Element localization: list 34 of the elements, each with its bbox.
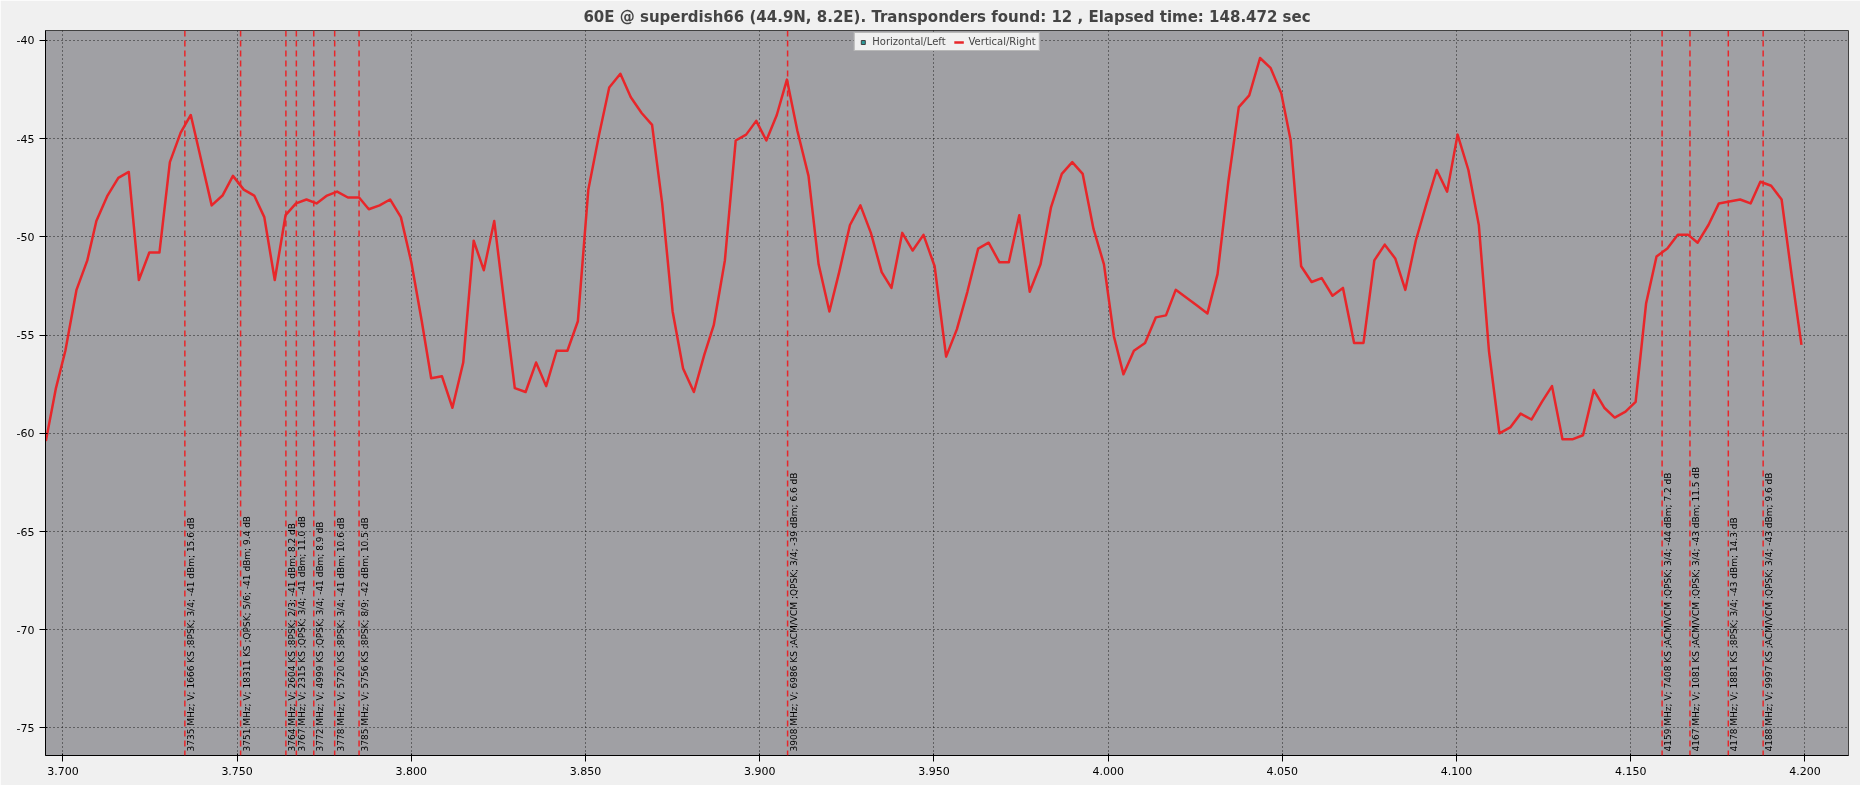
ref-line-label: 4167 MHz; V; 1081 KS ;ACM/VCM ;QPSK; 3/4; -43 dBm; 11.5 dB xyxy=(1690,466,1701,752)
x-tick-label: 4.200 xyxy=(1789,764,1821,778)
x-tick-label: 3.950 xyxy=(918,764,950,778)
y-tick-label: -70 xyxy=(16,623,35,637)
y-tick-label: -45 xyxy=(16,132,35,146)
y-tick-label: -50 xyxy=(16,230,35,244)
ref-line-label: 3778 MHz; V; 5720 KS ;8PSK; 3/4; -41 dBm; 10.6 dB xyxy=(335,517,346,752)
x-tick-label: 3.700 xyxy=(47,764,79,778)
ref-line-label: 4178 MHz; V; 1881 KS ;8PSK; 3/4; -43 dBm; 14.3 dB xyxy=(1729,517,1740,752)
ref-line-label: 3785 MHz; V; 5756 KS ;8PSK; 8/9; -42 dBm; 10.5 dB xyxy=(360,517,371,752)
y-tick-label: -40 xyxy=(16,34,35,48)
ref-line-label: 3764 MHz; V; 2604 KS ;8PSK; 2/3; -41 dBm; 8.2 dB xyxy=(286,523,297,752)
ref-line-label: 3767 MHz; V; 2315 KS ;QPSK; 3/4; -41 dBm; 11.0 dB xyxy=(297,515,308,752)
x-tick-label: 3.750 xyxy=(221,764,253,778)
ref-line-label: 3908 MHz; V; 6986 KS ;ACM/VCM ;QPSK; 3/4; -39 dBm; 6.6 dB xyxy=(788,472,799,752)
ref-line-label: 3751 MHz; V; 18311 KS ;QPSK; 5/6; -41 dBm; 9.4 dB xyxy=(241,515,252,752)
ref-line-label: 4188 MHz; V; 9997 KS ;ACM/VCM ;QPSK; 3/4; -43 dBm; 9.6 dB xyxy=(1764,472,1775,752)
ref-line-label: 3772 MHz; V; 4999 KS ;QPSK; 3/4; -41 dBm; 8.9 dB xyxy=(314,521,325,752)
x-tick-label: 4.150 xyxy=(1615,764,1647,778)
ref-line-label: 4159 MHz; V; 7408 KS ;ACM/VCM ;QPSK; 3/4; -44 dBm; 7.2 dB xyxy=(1663,472,1674,752)
x-tick-label: 3.900 xyxy=(743,764,776,778)
y-tick-label: -60 xyxy=(16,427,35,441)
y-tick-label: -65 xyxy=(16,525,35,539)
legend-label: Vertical/Right xyxy=(968,36,1036,47)
legend-label: Horizontal/Left xyxy=(872,36,946,47)
x-tick-label: 4.000 xyxy=(1092,764,1124,778)
ref-line-label: 3735 MHz; V; 1666 KS ;8PSK; 3/4; -41 dBm; 15.6 dB xyxy=(185,517,196,752)
y-tick-label: -75 xyxy=(16,721,35,735)
x-tick-label: 3.850 xyxy=(569,764,602,778)
x-tick-label: 4.050 xyxy=(1266,764,1299,778)
y-tick-label: -55 xyxy=(16,329,35,343)
chart-title: 60E @ superdish66 (44.9N, 8.2E). Transponders found: 12 , Elapsed time: 148.472 sec xyxy=(583,7,1311,26)
x-tick-label: 4.100 xyxy=(1440,764,1473,778)
x-tick-label: 3.800 xyxy=(395,764,428,778)
